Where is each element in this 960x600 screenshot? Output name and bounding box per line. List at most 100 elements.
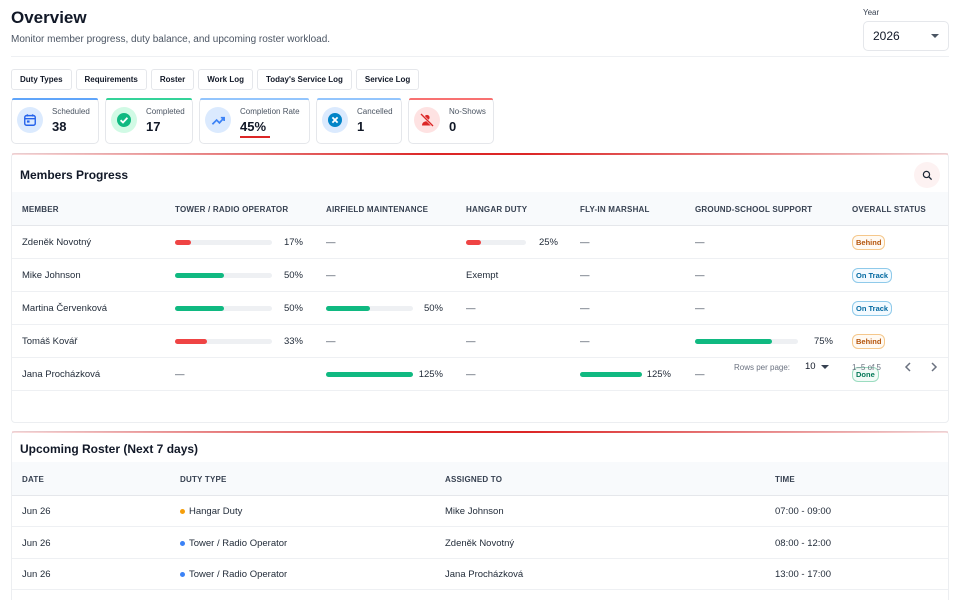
progress-bar-fill bbox=[580, 372, 642, 377]
member-name: Mike Johnson bbox=[22, 270, 81, 281]
cancel-circle-icon bbox=[322, 107, 348, 133]
table-header: DATE DUTY TYPE ASSIGNED TO TIME bbox=[12, 462, 948, 496]
roster-duty-type: Tower / Radio Operator bbox=[180, 528, 287, 559]
empty-cell: — bbox=[695, 237, 705, 248]
empty-cell: — bbox=[326, 237, 336, 248]
member-name: Tomáš Kovář bbox=[22, 336, 78, 347]
roster-duty-type: Tower / Radio Operator bbox=[180, 559, 287, 590]
year-filter: Year 2026 bbox=[863, 8, 949, 51]
previous-page-button[interactable] bbox=[900, 359, 916, 375]
progress-bar-fill bbox=[175, 306, 224, 311]
status-cell: Behind bbox=[852, 226, 886, 259]
table-row: Jana Procházková — 125% — 125% — Done bbox=[12, 358, 948, 391]
empty-cell: — bbox=[580, 237, 590, 248]
status-badge: Behind bbox=[852, 235, 886, 250]
progress-bar-track bbox=[326, 372, 413, 377]
progress-cell bbox=[326, 292, 453, 325]
stat-accent bbox=[12, 98, 98, 100]
tab-requirements[interactable]: Requirements bbox=[75, 69, 147, 90]
progress-bar-fill bbox=[175, 339, 207, 344]
empty-cell: — bbox=[466, 336, 476, 347]
progress-bar-track bbox=[580, 372, 642, 377]
progress-cell bbox=[175, 325, 312, 358]
empty-cell: — bbox=[580, 303, 590, 314]
next-page-button[interactable] bbox=[926, 359, 942, 375]
column-header: ASSIGNED TO bbox=[445, 475, 503, 484]
progress-percent: 25% bbox=[538, 237, 558, 248]
panel-accent bbox=[12, 153, 948, 155]
stat-value: 0 bbox=[449, 119, 457, 134]
stat-card-completion-rate: Completion Rate 45% bbox=[199, 98, 310, 144]
progress-bar-fill bbox=[175, 240, 192, 245]
progress-percent: 75% bbox=[813, 336, 833, 347]
duty-color-dot bbox=[180, 572, 185, 577]
progress-percent: 33% bbox=[283, 336, 303, 347]
search-button[interactable] bbox=[914, 162, 940, 188]
year-select[interactable]: 2026 bbox=[863, 21, 949, 51]
progress-percent: 125% bbox=[418, 369, 443, 380]
progress-percent: 125% bbox=[646, 369, 671, 380]
duty-type-label: Tower / Radio Operator bbox=[189, 569, 288, 580]
roster-duty-type: Hangar Duty bbox=[180, 496, 242, 527]
empty-cell: — bbox=[695, 270, 705, 281]
tab-roster[interactable]: Roster bbox=[150, 69, 195, 90]
members-progress-panel: Members Progress MEMBER TOWER / RADIO OP… bbox=[11, 153, 949, 423]
stat-accent bbox=[317, 98, 401, 100]
table-row: Mike Johnson 50% — Exempt — — On Track bbox=[12, 259, 948, 292]
table-row: Zdeněk Novotný 17% — 25% — — Behind bbox=[12, 226, 948, 259]
column-header: HANGAR DUTY bbox=[466, 205, 528, 214]
stat-value: 38 bbox=[52, 119, 67, 134]
stat-accent bbox=[409, 98, 493, 100]
tab-todays-service-log[interactable]: Today's Service Log bbox=[256, 69, 352, 90]
page-subtitle: Monitor member progress, duty balance, a… bbox=[11, 34, 331, 45]
stat-label: Scheduled bbox=[52, 107, 90, 116]
duty-color-dot bbox=[180, 509, 185, 514]
progress-cell bbox=[580, 358, 682, 391]
column-header: TOWER / RADIO OPERATOR bbox=[175, 205, 289, 214]
progress-bar-fill bbox=[695, 339, 773, 344]
search-icon bbox=[922, 170, 932, 180]
table-header: MEMBER TOWER / RADIO OPERATOR AIRFIELD M… bbox=[12, 192, 948, 226]
tab-work-log[interactable]: Work Log bbox=[198, 69, 253, 90]
status-cell: On Track bbox=[852, 292, 893, 325]
status-cell: Behind bbox=[852, 325, 886, 358]
stat-card-no-shows: No-Shows 0 bbox=[408, 98, 494, 144]
rows-per-page-value: 10 bbox=[805, 361, 816, 372]
roster-time: 07:00 - 09:00 bbox=[775, 506, 831, 517]
progress-bar-fill bbox=[326, 372, 413, 377]
stat-card-scheduled: Scheduled 38 bbox=[11, 98, 99, 144]
empty-cell: — bbox=[466, 369, 476, 380]
nav-tabs: Duty Types Requirements Roster Work Log … bbox=[11, 69, 420, 90]
duty-color-dot bbox=[180, 540, 185, 546]
tab-duty-types[interactable]: Duty Types bbox=[11, 69, 72, 90]
empty-cell: — bbox=[466, 303, 476, 314]
roster-assigned-to: Mike Johnson bbox=[445, 506, 504, 517]
roster-date: Jun 26 bbox=[22, 537, 51, 549]
progress-percent: 17% bbox=[283, 237, 303, 248]
status-cell: Done bbox=[852, 358, 879, 391]
status-badge: Behind bbox=[852, 334, 886, 349]
roster-time: 08:00 - 12:00 bbox=[775, 537, 831, 549]
rows-per-page-select[interactable]: 10 bbox=[805, 361, 829, 372]
progress-bar-fill bbox=[175, 273, 224, 278]
tab-service-log[interactable]: Service Log bbox=[355, 69, 420, 90]
progress-cell bbox=[466, 226, 566, 259]
empty-cell: — bbox=[695, 369, 705, 380]
duty-type-label: Hangar Duty bbox=[189, 506, 243, 517]
progress-percent: 50% bbox=[283, 303, 303, 314]
stat-card-cancelled: Cancelled 1 bbox=[316, 98, 402, 144]
header-divider bbox=[11, 56, 949, 57]
column-header: DUTY TYPE bbox=[180, 475, 227, 484]
table-row: Tomáš Kovář 33% — — — 75% Behind bbox=[12, 325, 948, 358]
roster-assigned-to: Zdeněk Novotný bbox=[445, 537, 515, 549]
status-cell: On Track bbox=[852, 259, 893, 292]
panel-accent bbox=[12, 431, 948, 433]
progress-percent: 50% bbox=[283, 270, 303, 281]
stat-value: 1 bbox=[357, 119, 365, 134]
progress-bar-track bbox=[466, 240, 526, 245]
member-name: Martina Červenková bbox=[22, 303, 108, 314]
upcoming-roster-title: Upcoming Roster (Next 7 days) bbox=[20, 442, 199, 456]
table-row: Martina Červenková 50% 50% — — — On Track bbox=[12, 292, 948, 325]
stat-value: 45% bbox=[240, 119, 267, 134]
empty-cell: — bbox=[175, 369, 185, 380]
